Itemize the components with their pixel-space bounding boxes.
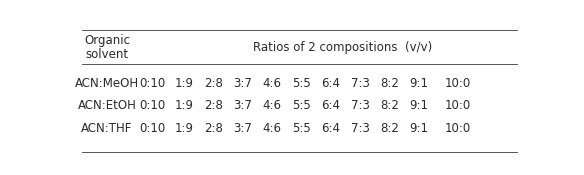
Text: 10:0: 10:0 (444, 77, 471, 90)
Text: 5:5: 5:5 (292, 77, 311, 90)
Text: Organic: Organic (84, 34, 130, 47)
Text: 1:9: 1:9 (175, 122, 193, 135)
Text: 7:3: 7:3 (351, 77, 370, 90)
Text: 9:1: 9:1 (410, 99, 429, 112)
Text: ACN:MeOH: ACN:MeOH (75, 77, 139, 90)
Text: 8:2: 8:2 (380, 77, 399, 90)
Text: ACN:THF: ACN:THF (81, 122, 133, 135)
Text: Ratios of 2 compositions  (v/v): Ratios of 2 compositions (v/v) (253, 41, 432, 54)
Text: ACN:EtOH: ACN:EtOH (78, 99, 137, 112)
Text: 2:8: 2:8 (204, 99, 223, 112)
Text: 2:8: 2:8 (204, 77, 223, 90)
Text: 4:6: 4:6 (263, 99, 281, 112)
Text: 0:10: 0:10 (139, 122, 165, 135)
Text: 9:1: 9:1 (410, 77, 429, 90)
Text: 9:1: 9:1 (410, 122, 429, 135)
Text: solvent: solvent (85, 48, 128, 61)
Text: 3:7: 3:7 (233, 99, 252, 112)
Text: 0:10: 0:10 (139, 99, 165, 112)
Text: 4:6: 4:6 (263, 122, 281, 135)
Text: 8:2: 8:2 (380, 122, 399, 135)
Text: 6:4: 6:4 (321, 122, 340, 135)
Text: 10:0: 10:0 (444, 99, 471, 112)
Text: 6:4: 6:4 (321, 99, 340, 112)
Text: 1:9: 1:9 (175, 77, 193, 90)
Text: 5:5: 5:5 (292, 122, 311, 135)
Text: 5:5: 5:5 (292, 99, 311, 112)
Text: 3:7: 3:7 (233, 122, 252, 135)
Text: 7:3: 7:3 (351, 122, 370, 135)
Text: 4:6: 4:6 (263, 77, 281, 90)
Text: 8:2: 8:2 (380, 99, 399, 112)
Text: 10:0: 10:0 (444, 122, 471, 135)
Text: 7:3: 7:3 (351, 99, 370, 112)
Text: 0:10: 0:10 (139, 77, 165, 90)
Text: 1:9: 1:9 (175, 99, 193, 112)
Text: 2:8: 2:8 (204, 122, 223, 135)
Text: 3:7: 3:7 (233, 77, 252, 90)
Text: 6:4: 6:4 (321, 77, 340, 90)
